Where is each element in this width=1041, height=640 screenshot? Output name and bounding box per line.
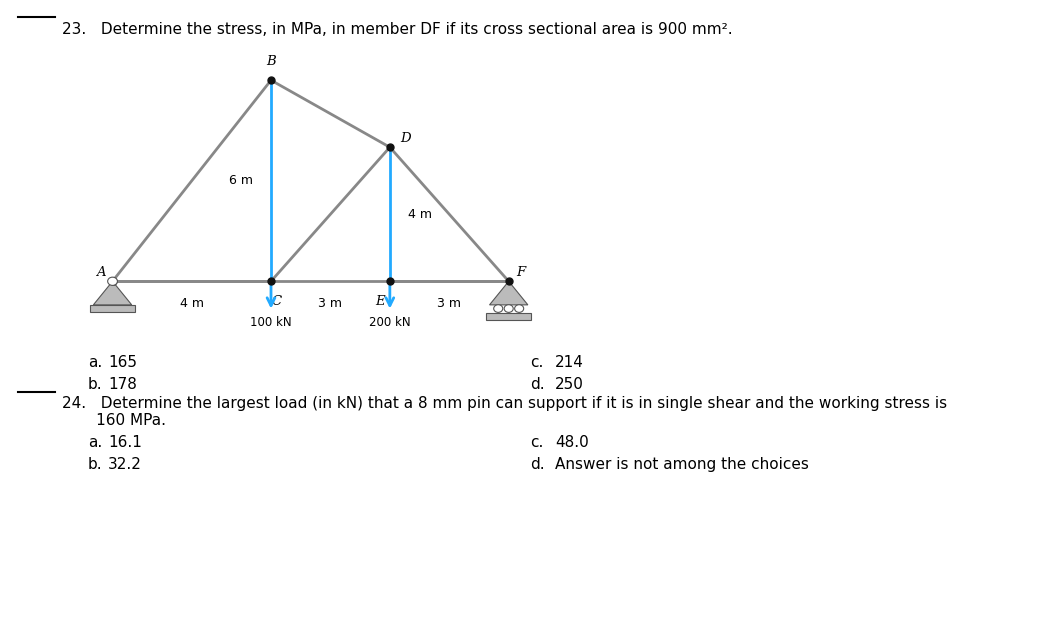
Circle shape	[107, 277, 118, 285]
Circle shape	[504, 305, 513, 312]
Text: A: A	[96, 266, 105, 280]
Text: a.: a.	[88, 435, 102, 450]
Polygon shape	[489, 281, 528, 305]
Text: c.: c.	[530, 355, 543, 370]
Text: 6 m: 6 m	[229, 174, 253, 188]
Text: 214: 214	[555, 355, 584, 370]
Text: D: D	[400, 132, 410, 145]
Text: 165: 165	[108, 355, 137, 370]
Text: 3 m: 3 m	[437, 296, 461, 310]
Text: 4 m: 4 m	[180, 296, 204, 310]
Text: 100 kN: 100 kN	[250, 316, 291, 330]
Circle shape	[493, 305, 503, 312]
Text: 160 MPa.: 160 MPa.	[62, 413, 166, 428]
Text: 3 m: 3 m	[319, 296, 342, 310]
Text: 32.2: 32.2	[108, 457, 142, 472]
Text: 4 m: 4 m	[408, 208, 432, 221]
Text: B: B	[266, 56, 276, 68]
Polygon shape	[94, 281, 132, 305]
Text: d.: d.	[530, 377, 544, 392]
Circle shape	[514, 305, 524, 312]
Text: C: C	[272, 294, 282, 308]
Text: F: F	[516, 266, 526, 280]
Text: 16.1: 16.1	[108, 435, 142, 450]
Text: Answer is not among the choices: Answer is not among the choices	[555, 457, 809, 472]
Text: b.: b.	[88, 377, 103, 392]
Text: b.: b.	[88, 457, 103, 472]
Text: 48.0: 48.0	[555, 435, 589, 450]
Text: 24.   Determine the largest load (in kN) that a 8 mm pin can support if it is in: 24. Determine the largest load (in kN) t…	[62, 396, 947, 411]
Polygon shape	[486, 313, 531, 319]
Text: a.: a.	[88, 355, 102, 370]
Polygon shape	[90, 305, 135, 312]
Text: E: E	[375, 294, 385, 308]
Text: 178: 178	[108, 377, 136, 392]
Text: 250: 250	[555, 377, 584, 392]
Text: 23.   Determine the stress, in MPa, in member DF if its cross sectional area is : 23. Determine the stress, in MPa, in mem…	[62, 22, 733, 37]
Text: c.: c.	[530, 435, 543, 450]
Text: 200 kN: 200 kN	[369, 316, 410, 330]
Text: d.: d.	[530, 457, 544, 472]
